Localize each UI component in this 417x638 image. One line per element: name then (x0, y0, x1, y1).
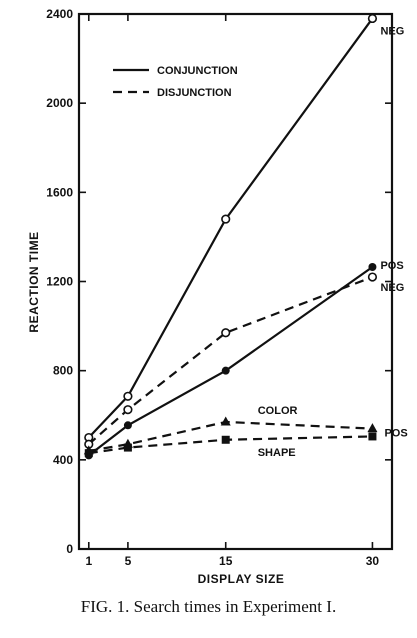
series-label-conjunction-neg: NEG (380, 25, 404, 37)
x-tick-label: 15 (219, 554, 233, 568)
y-tick-label: 1600 (46, 185, 73, 199)
filled-triangle-marker (220, 416, 231, 426)
open-circle-marker (367, 13, 378, 24)
y-tick-label: 400 (53, 453, 73, 467)
chart-series: NEG POS NEG COLOR SHAPE POS (83, 13, 408, 460)
series-label-conjunction-pos: POS (380, 260, 403, 272)
y-tick-label: 800 (53, 364, 73, 378)
x-axis-label: DISPLAY SIZE (198, 572, 285, 586)
filled-square-marker (84, 449, 93, 458)
series-label-disjunction-neg: NEG (380, 282, 404, 294)
y-tick-label: 1200 (46, 275, 73, 289)
series-line-shape-disjunction (88, 435, 373, 455)
series-line-neg-disjunction (88, 276, 373, 446)
filled-circle-marker (221, 366, 230, 375)
y-tick-label: 2400 (46, 7, 73, 21)
series-line-color-disjunction (88, 420, 373, 453)
x-tick-label: 1 (85, 554, 92, 568)
open-circle-marker (123, 405, 133, 415)
open-circle-marker (123, 391, 133, 401)
series-label-shape: SHAPE (258, 447, 296, 459)
y-tick-label: 0 (66, 542, 73, 556)
filled-square-marker (123, 443, 132, 452)
x-tick-label: 5 (125, 554, 132, 568)
y-axis-label: REACTION TIME (27, 231, 41, 332)
series-line-pos-conjunction (88, 266, 374, 457)
open-circle-marker (221, 214, 231, 224)
figure-caption: FIG. 1. Search times in Experiment I. (80, 597, 337, 616)
filled-square-marker (221, 435, 230, 444)
filled-circle-marker (368, 263, 377, 272)
x-tick-label: 30 (366, 554, 380, 568)
legend-label-disjunction: DISJUNCTION (157, 87, 232, 99)
series-line-neg-conjunction (87, 17, 374, 439)
filled-square-marker (368, 432, 377, 441)
open-circle-marker (221, 328, 231, 338)
chart-legend: CONJUNCTION DISJUNCTION (113, 65, 238, 99)
filled-triangle-marker (367, 423, 378, 433)
y-tick-label: 2000 (46, 96, 73, 110)
plot-frame (77, 12, 394, 551)
series-label-color: COLOR (258, 405, 298, 417)
legend-label-conjunction: CONJUNCTION (157, 65, 238, 77)
open-circle-marker (367, 272, 378, 282)
filled-circle-marker (123, 421, 132, 430)
series-label-disjunction-pos: POS (384, 428, 407, 440)
